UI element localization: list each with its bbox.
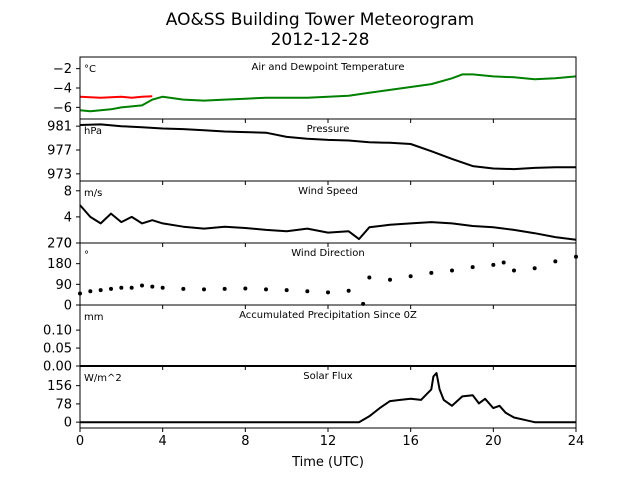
series-line <box>79 73 577 113</box>
y-tick-label: 270 <box>47 237 72 252</box>
data-point <box>429 270 434 275</box>
y-tick-label: 0.05 <box>43 342 72 357</box>
series-line <box>79 123 576 171</box>
x-tick-label: 8 <box>241 434 249 449</box>
data-point <box>202 287 206 292</box>
panel-temperature: −2 −4 −6 °C Air and Dewpoint Temperature <box>53 56 577 123</box>
data-point <box>222 286 227 291</box>
figure-title: AO&SS Building Tower Meteorogram <box>166 10 474 30</box>
y-tick-label: 8 <box>64 184 72 199</box>
panel-solar-flux: 156 78 0 W/m^2 Solar Flux <box>47 365 577 432</box>
x-tick-label: 12 <box>320 434 337 449</box>
x-tick-label: 16 <box>402 434 419 449</box>
data-point <box>305 289 310 294</box>
y-tick-label: 4 <box>64 210 72 225</box>
y-tick-label: 78 <box>55 397 72 412</box>
y-tick-label: 0 <box>64 237 72 252</box>
panels-group: −2−4−6°C Air and Dewpoint Temperature9819… <box>43 56 585 449</box>
data-point <box>367 275 372 280</box>
y-tick-label: 973 <box>47 167 72 182</box>
data-point <box>150 284 155 289</box>
data-point <box>160 285 165 290</box>
data-point <box>119 285 124 290</box>
panel-title: Wind Speed <box>298 186 358 197</box>
data-point <box>470 265 475 270</box>
data-point <box>532 266 537 271</box>
panel-title: Solar Flux <box>303 371 353 382</box>
data-point <box>408 274 413 279</box>
panel-wind-speed: 8 4 0 m/s Wind Speed <box>64 180 577 252</box>
panel-unit: °C <box>84 64 96 75</box>
data-point <box>512 268 516 273</box>
y-tick-label: 180 <box>47 257 72 272</box>
panel-title: Wind Direction <box>291 248 365 259</box>
data-point <box>284 288 289 293</box>
panel-unit: m/s <box>84 188 102 199</box>
y-tick-label: 90 <box>55 278 72 293</box>
y-tick-label: 977 <box>47 144 72 159</box>
panel-title: Air and Dewpoint Temperature <box>252 62 405 73</box>
panel-unit: mm <box>84 312 103 323</box>
panel-wind-direction: 270 180 90 0 ° Wind Direction <box>47 237 578 314</box>
y-tick-label: −6 <box>53 101 72 116</box>
data-point <box>140 283 144 288</box>
y-tick-label: 0.10 <box>43 324 72 339</box>
y-tick-label: 0 <box>64 299 72 314</box>
data-point <box>326 290 330 295</box>
x-tick-label: 4 <box>159 434 167 449</box>
panel-unit: ° <box>84 250 89 261</box>
data-point <box>88 289 93 294</box>
series-line <box>79 204 577 241</box>
panel-title: Accumulated Precipitation Since 0Z <box>239 310 417 321</box>
panel-precipitation: 0.10 0.05 0.00 mm Accumulated Precipitation … <box>43 304 577 375</box>
data-point <box>264 287 268 292</box>
x-tick-label: 20 <box>485 434 502 449</box>
x-tick-label: 0 <box>76 434 84 449</box>
y-tick-label: 981 <box>47 120 72 135</box>
data-point <box>243 286 248 291</box>
data-point <box>181 286 186 291</box>
x-tick-label: 24 <box>568 434 585 449</box>
data-point <box>450 268 454 273</box>
panel-unit: hPa <box>84 126 102 137</box>
data-point <box>109 286 113 291</box>
y-tick-label: 0 <box>64 416 72 431</box>
figure-subtitle: 2012-12-28 <box>271 30 370 50</box>
data-point <box>388 277 392 282</box>
y-tick-label: 156 <box>47 379 72 394</box>
data-point <box>98 288 103 293</box>
y-tick-label: −2 <box>53 62 72 77</box>
panel-pressure: 981 977 973 hPa Pressure <box>47 118 577 185</box>
data-point <box>491 262 496 267</box>
series-line <box>80 372 576 424</box>
panel-title: Pressure <box>307 124 350 135</box>
x-axis-label: Time (UTC) <box>291 455 364 470</box>
data-point <box>501 260 506 265</box>
data-point <box>129 285 134 290</box>
panel-unit: W/m^2 <box>84 373 122 384</box>
y-tick-label: −4 <box>53 82 72 97</box>
series-line <box>79 95 153 99</box>
data-point <box>553 259 558 264</box>
data-point <box>346 288 351 293</box>
y-tick-label: 0.00 <box>43 360 72 375</box>
